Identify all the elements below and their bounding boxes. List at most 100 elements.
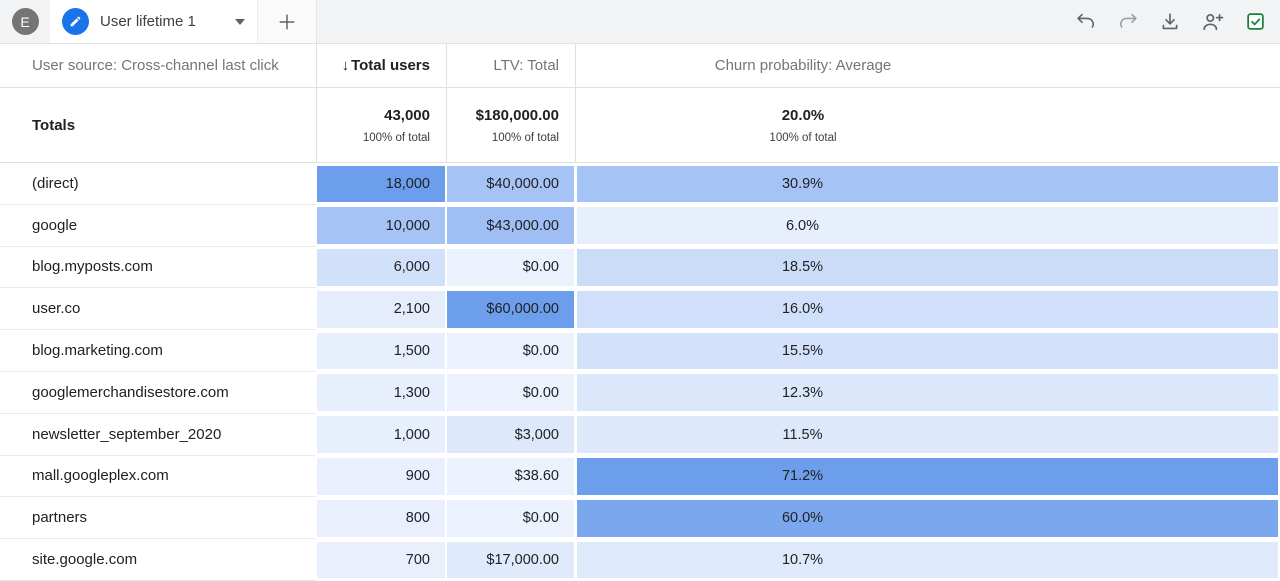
cell-ltv[interactable]: $0.00 (447, 249, 574, 286)
undo-icon[interactable] (1075, 11, 1097, 33)
totals-label: Totals (32, 116, 76, 134)
table-body: (direct) 18,000 $40,000.00 30.9% google … (0, 163, 1280, 581)
totals-ltv: $180,000.00 100% of total (446, 88, 575, 162)
cell-churn[interactable]: 71.2% (577, 458, 1278, 495)
cell-churn-wrap: 15.5% (575, 330, 1280, 372)
cell-churn-wrap: 12.3% (575, 372, 1280, 414)
table-row: (direct) 18,000 $40,000.00 30.9% (0, 163, 1280, 205)
row-source-label[interactable]: user.co (0, 288, 316, 331)
totals-churn-value: 20.0% (781, 106, 825, 124)
row-source-label[interactable]: mall.googleplex.com (0, 456, 316, 498)
cell-total-users-wrap: 700 (316, 539, 446, 581)
table-row: mall.googleplex.com 900 $38.60 71.2% (0, 456, 1280, 498)
row-source-label[interactable]: site.google.com (0, 539, 316, 581)
redo-icon[interactable] (1117, 11, 1139, 33)
row-source-label[interactable]: google (0, 205, 316, 247)
cell-ltv-wrap: $0.00 (446, 330, 575, 372)
cell-ltv[interactable]: $0.00 (447, 374, 574, 412)
cell-total-users[interactable]: 18,000 (317, 165, 445, 203)
cell-total-users[interactable]: 10,000 (317, 207, 445, 245)
edit-pencil-icon (62, 8, 89, 35)
cell-ltv[interactable]: $40,000.00 (447, 165, 574, 203)
cell-total-users[interactable]: 1,300 (317, 374, 445, 412)
cell-ltv[interactable]: $3,000 (447, 416, 574, 454)
column-header-ltv-total[interactable]: LTV: Total (446, 44, 575, 87)
cell-ltv[interactable]: $43,000.00 (447, 207, 574, 245)
cell-churn[interactable]: 60.0% (577, 499, 1278, 537)
column-header-churn-probability[interactable]: Churn probability: Average (575, 44, 1280, 87)
cell-churn[interactable]: 12.3% (577, 374, 1278, 412)
avatar[interactable]: E (11, 8, 39, 35)
cell-ltv-wrap: $38.60 (446, 456, 575, 498)
cell-ltv-wrap: $43,000.00 (446, 205, 575, 247)
cell-churn[interactable]: 6.0% (577, 207, 1278, 245)
cell-ltv[interactable]: $0.00 (447, 332, 574, 370)
cell-ltv[interactable]: $38.60 (447, 458, 574, 495)
cell-total-users[interactable]: 2,100 (317, 290, 445, 328)
cell-churn-value: 15.5% (781, 343, 824, 360)
row-source-label[interactable]: partners (0, 497, 316, 540)
row-source-label[interactable]: blog.marketing.com (0, 330, 316, 372)
totals-churn: 20.0% 100% of total (575, 88, 1280, 162)
table-row: user.co 2,100 $60,000.00 16.0% (0, 288, 1280, 331)
cell-total-users[interactable]: 1,000 (317, 416, 445, 454)
avatar-section: E (0, 0, 50, 43)
row-source-label[interactable]: newsletter_september_2020 (0, 414, 316, 456)
cell-churn[interactable]: 16.0% (577, 290, 1278, 328)
cell-total-users[interactable]: 900 (317, 458, 445, 495)
row-source-label[interactable]: googlemerchandisestore.com (0, 372, 316, 414)
share-add-user-icon[interactable] (1201, 10, 1225, 34)
cell-total-users[interactable]: 700 (317, 541, 445, 579)
cell-churn[interactable]: 15.5% (577, 332, 1278, 370)
row-source-label[interactable]: (direct) (0, 163, 316, 205)
cell-churn-wrap: 11.5% (575, 414, 1280, 456)
cell-churn-wrap: 71.2% (575, 456, 1280, 498)
totals-total-users: 43,000 100% of total (316, 88, 446, 162)
cell-total-users[interactable]: 800 (317, 499, 445, 537)
cell-churn-wrap: 10.7% (575, 539, 1280, 581)
cell-churn[interactable]: 30.9% (577, 165, 1278, 203)
cell-churn[interactable]: 18.5% (577, 249, 1278, 286)
download-icon[interactable] (1159, 11, 1181, 33)
cell-total-users-wrap: 10,000 (316, 205, 446, 247)
totals-users-value: 43,000 (384, 106, 430, 124)
cell-churn[interactable]: 10.7% (577, 541, 1278, 579)
cell-total-users-wrap: 18,000 (316, 163, 446, 205)
cell-churn-wrap: 6.0% (575, 205, 1280, 247)
table-row: site.google.com 700 $17,000.00 10.7% (0, 539, 1280, 581)
cell-churn-value: 60.0% (781, 510, 824, 527)
cell-total-users[interactable]: 1,500 (317, 332, 445, 370)
cell-churn-value: 12.3% (781, 384, 824, 401)
table-header: User source: Cross-channel last click ↓ T… (0, 44, 1280, 88)
cell-total-users-wrap: 1,500 (316, 330, 446, 372)
totals-ltv-value: $180,000.00 (475, 106, 559, 124)
cell-ltv[interactable]: $0.00 (447, 499, 574, 537)
cell-churn-value: 11.5% (782, 426, 823, 443)
cell-churn-value: 10.7% (781, 552, 824, 569)
add-tab-button[interactable] (257, 0, 317, 43)
cell-total-users[interactable]: 6,000 (317, 249, 445, 286)
column-header-user-source[interactable]: User source: Cross-channel last click (32, 57, 279, 74)
cell-total-users-wrap: 1,300 (316, 372, 446, 414)
cell-ltv-wrap: $3,000 (446, 414, 575, 456)
plus-icon (279, 14, 295, 29)
chevron-down-icon[interactable] (225, 18, 245, 25)
cell-churn-value: 18.5% (781, 259, 824, 276)
toolbar-actions (1075, 0, 1280, 43)
cell-ltv[interactable]: $17,000.00 (447, 541, 574, 579)
cell-churn[interactable]: 11.5% (577, 416, 1278, 454)
sort-descending-icon: ↓ (341, 57, 350, 74)
cell-ltv[interactable]: $60,000.00 (447, 290, 574, 328)
table-row: blog.myposts.com 6,000 $0.00 18.5% (0, 247, 1280, 289)
totals-users-share: 100% of total (362, 131, 430, 144)
tab-title: User lifetime 1 (100, 13, 196, 30)
tab-user-lifetime[interactable]: User lifetime 1 (50, 0, 257, 43)
cell-ltv-wrap: $17,000.00 (446, 539, 575, 581)
export-sheets-icon[interactable] (1245, 11, 1266, 32)
table-row: blog.marketing.com 1,500 $0.00 15.5% (0, 330, 1280, 372)
column-header-total-users[interactable]: ↓ Total users (316, 44, 446, 87)
cell-total-users-wrap: 1,000 (316, 414, 446, 456)
cell-churn-wrap: 60.0% (575, 497, 1280, 539)
row-source-label[interactable]: blog.myposts.com (0, 247, 316, 289)
cell-ltv-wrap: $40,000.00 (446, 163, 575, 205)
